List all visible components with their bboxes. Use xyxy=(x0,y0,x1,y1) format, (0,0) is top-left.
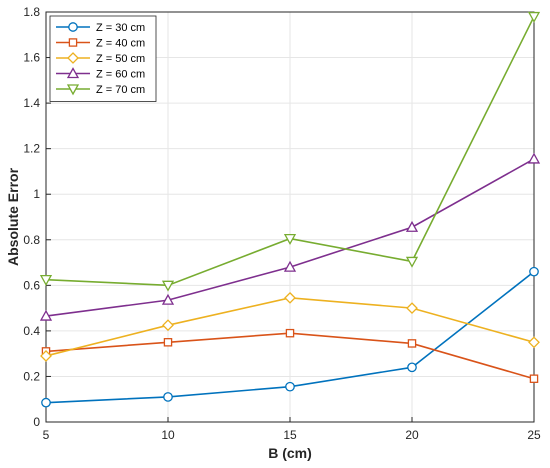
data-point xyxy=(407,362,417,373)
data-point xyxy=(527,11,541,23)
legend-label: Z = 50 cm xyxy=(96,53,145,65)
data-point xyxy=(162,319,174,332)
series-1 xyxy=(41,266,539,408)
y-tick-label: 1.8 xyxy=(23,5,40,19)
data-point xyxy=(285,328,295,338)
data-point xyxy=(163,392,173,402)
data-point xyxy=(39,309,53,321)
series-4 xyxy=(39,152,541,321)
legend-label: Z = 30 cm xyxy=(96,22,145,34)
data-point xyxy=(406,302,418,315)
y-tick-label: 1.6 xyxy=(23,51,40,65)
legend-label: Z = 60 cm xyxy=(96,69,145,81)
y-axis-title: Absolute Error xyxy=(5,167,21,266)
y-tick-label: 0.4 xyxy=(23,324,40,338)
y-tick-label: 0.2 xyxy=(23,369,40,383)
data-point xyxy=(527,152,541,164)
legend-entry: Z = 30 cm xyxy=(56,22,145,34)
plot-frame xyxy=(45,11,535,423)
data-point xyxy=(529,266,539,277)
data-point xyxy=(285,381,295,392)
legend-entry: Z = 50 cm xyxy=(56,52,145,65)
y-tick-label: 0 xyxy=(33,415,40,429)
legend-label: Z = 70 cm xyxy=(96,84,145,96)
data-point xyxy=(283,233,297,245)
legend-marker xyxy=(68,38,78,47)
y-tick-label: 0.6 xyxy=(23,278,40,292)
data-point xyxy=(39,274,53,286)
data-point xyxy=(405,220,419,232)
y-tick-label: 1.2 xyxy=(23,142,40,156)
y-tick-label: 0.8 xyxy=(23,233,40,247)
y-tick-label: 1 xyxy=(33,187,40,201)
x-tick-label: 15 xyxy=(283,428,297,442)
data-point xyxy=(161,280,175,292)
data-point xyxy=(284,291,296,304)
data-point xyxy=(283,260,297,272)
series-5 xyxy=(39,11,541,292)
data-point xyxy=(529,374,539,383)
data-point xyxy=(405,256,419,268)
data-point xyxy=(40,350,52,362)
x-tick-label: 10 xyxy=(161,428,175,442)
legend-label: Z = 40 cm xyxy=(96,38,145,50)
legend-marker xyxy=(68,22,78,32)
data-point xyxy=(163,338,173,347)
series-3 xyxy=(40,291,540,362)
legend-entry: Z = 70 cm xyxy=(56,84,145,96)
legend: Z = 30 cm Z = 40 cm Z = 50 cm Z = 60 cm Z = … xyxy=(49,15,157,102)
data-point xyxy=(407,339,417,348)
legend-entry: Z = 40 cm xyxy=(56,38,145,50)
axes xyxy=(45,11,535,423)
tick-labels: 0 0.2 0.4 0.6 0.8 1 1.2 1.4 1.6 1.8 5 10 15 20 25 xyxy=(23,5,541,442)
x-axis-title: B (cm) xyxy=(268,445,312,461)
x-tick-label: 20 xyxy=(405,428,419,442)
data-point xyxy=(41,397,51,408)
legend-marker xyxy=(66,84,80,96)
legend-entry: Z = 60 cm xyxy=(56,67,145,81)
x-tick-label: 5 xyxy=(43,428,50,442)
y-tick-label: 1.4 xyxy=(23,96,40,110)
legend-marker xyxy=(66,67,80,79)
data-point xyxy=(528,336,540,349)
series-group xyxy=(39,11,541,408)
legend-marker xyxy=(67,52,79,64)
data-point xyxy=(161,293,175,305)
x-tick-label: 25 xyxy=(527,428,541,442)
